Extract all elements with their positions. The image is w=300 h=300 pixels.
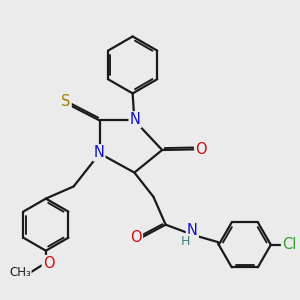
Text: N: N bbox=[187, 224, 198, 238]
Text: N: N bbox=[130, 112, 140, 127]
Text: N: N bbox=[94, 145, 104, 160]
Text: O: O bbox=[130, 230, 142, 245]
Text: O: O bbox=[195, 142, 207, 157]
Text: CH₃: CH₃ bbox=[9, 266, 31, 279]
Text: O: O bbox=[43, 256, 54, 271]
Text: Cl: Cl bbox=[282, 237, 296, 252]
Text: S: S bbox=[61, 94, 71, 109]
Text: H: H bbox=[181, 235, 190, 248]
